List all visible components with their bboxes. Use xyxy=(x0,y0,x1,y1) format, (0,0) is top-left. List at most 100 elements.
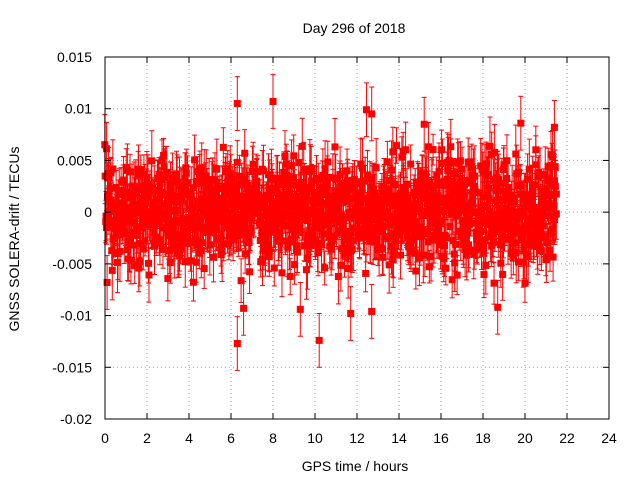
data-point xyxy=(240,176,248,184)
data-point xyxy=(402,227,410,235)
data-point xyxy=(224,165,232,173)
data-point xyxy=(456,207,464,215)
data-point xyxy=(163,202,171,210)
data-point xyxy=(334,272,342,280)
data-point xyxy=(350,184,358,192)
data-point xyxy=(156,239,164,247)
y-axis-title: GNSS SOLERA-drift / TECUs xyxy=(6,147,22,332)
data-point xyxy=(337,194,345,202)
data-point xyxy=(428,184,436,192)
data-point xyxy=(282,160,290,168)
data-point xyxy=(150,201,158,209)
data-point xyxy=(438,146,446,154)
data-point xyxy=(158,201,166,209)
data-point xyxy=(384,208,392,216)
data-point xyxy=(183,233,191,241)
data-point xyxy=(306,237,314,245)
data-point xyxy=(287,199,295,207)
data-point xyxy=(304,217,312,225)
data-point xyxy=(374,225,382,233)
data-point xyxy=(353,189,361,197)
data-point xyxy=(269,186,277,194)
data-point xyxy=(266,228,274,236)
data-point xyxy=(377,196,385,204)
data-point xyxy=(213,179,221,187)
data-point xyxy=(164,209,172,217)
data-point xyxy=(245,186,253,194)
data-point xyxy=(403,233,411,241)
data-point xyxy=(452,186,460,194)
data-point xyxy=(423,178,431,186)
data-point xyxy=(331,143,339,151)
data-point xyxy=(184,179,192,187)
data-point xyxy=(424,238,432,246)
data-point xyxy=(343,247,351,255)
data-point xyxy=(239,225,247,233)
data-point xyxy=(187,257,195,265)
data-point xyxy=(177,238,185,246)
data-point xyxy=(113,258,121,266)
data-point xyxy=(398,153,406,161)
data-point xyxy=(252,186,260,194)
data-point xyxy=(244,193,252,201)
data-point xyxy=(226,218,234,226)
data-point xyxy=(118,222,126,230)
data-point xyxy=(355,216,363,224)
data-point xyxy=(135,171,143,179)
data-point xyxy=(198,239,206,247)
data-point xyxy=(140,170,148,178)
data-point xyxy=(451,201,459,209)
data-point xyxy=(105,207,113,215)
data-point xyxy=(383,191,391,199)
data-point xyxy=(263,222,271,230)
data-point xyxy=(245,235,253,243)
data-point xyxy=(108,247,116,255)
data-point xyxy=(107,199,115,207)
data-point xyxy=(182,164,190,172)
data-point xyxy=(307,165,315,173)
data-point xyxy=(155,170,163,178)
data-point xyxy=(289,174,297,182)
data-point xyxy=(455,227,463,235)
data-point xyxy=(265,248,273,256)
data-point xyxy=(319,212,327,220)
data-point xyxy=(197,247,205,255)
data-point xyxy=(171,206,179,214)
data-point xyxy=(354,204,362,212)
data-point xyxy=(395,202,403,210)
data-point xyxy=(173,170,181,178)
data-point xyxy=(256,212,264,220)
data-point xyxy=(239,216,247,224)
data-point xyxy=(368,212,376,220)
data-point xyxy=(435,167,443,175)
data-point xyxy=(204,204,212,212)
data-point xyxy=(340,230,348,238)
data-point xyxy=(328,236,336,244)
data-point xyxy=(359,207,367,215)
data-point xyxy=(163,169,171,177)
data-point xyxy=(396,198,404,206)
data-point xyxy=(366,237,374,245)
data-point xyxy=(427,252,435,260)
data-point xyxy=(289,203,297,211)
data-point xyxy=(310,203,318,211)
data-point xyxy=(434,227,442,235)
data-point xyxy=(147,209,155,217)
data-point xyxy=(308,232,316,240)
data-point xyxy=(258,255,266,263)
data-point xyxy=(220,240,228,248)
data-point xyxy=(176,182,184,190)
data-point xyxy=(291,228,299,236)
data-point xyxy=(140,201,148,209)
data-point xyxy=(227,214,235,222)
data-point xyxy=(196,172,204,180)
data-point xyxy=(402,146,410,154)
data-point xyxy=(287,235,295,243)
data-point xyxy=(444,203,452,211)
data-point xyxy=(449,209,457,217)
data-point xyxy=(448,276,456,284)
data-point xyxy=(440,206,448,214)
data-point xyxy=(459,192,467,200)
data-point xyxy=(206,241,214,249)
data-point xyxy=(355,234,363,242)
